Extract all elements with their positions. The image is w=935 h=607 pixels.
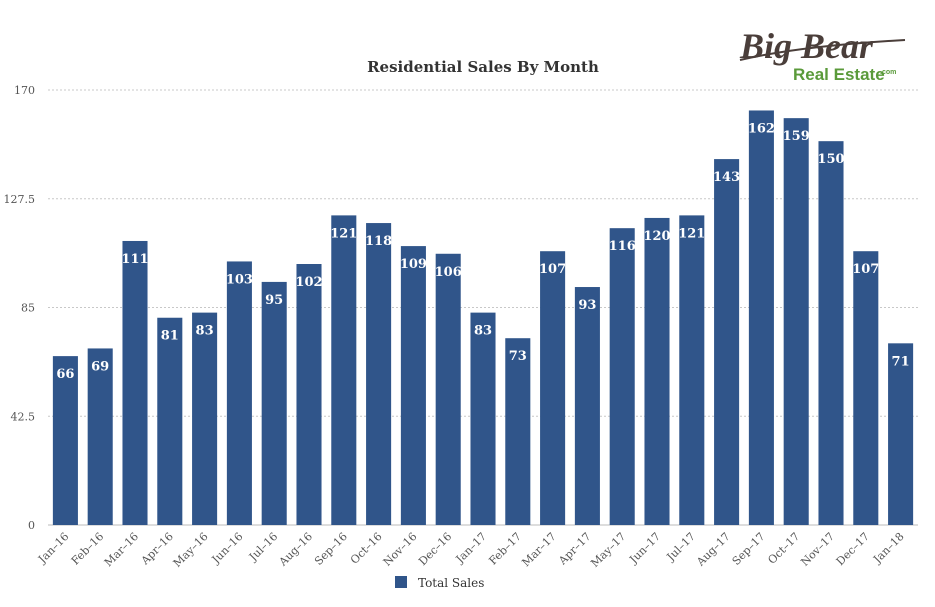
x-tick-label: Jan–16 <box>35 530 71 566</box>
bar[interactable] <box>226 261 252 525</box>
logo-line1: Big Bear <box>739 26 874 66</box>
bar-value-label: 107 <box>852 262 879 277</box>
bar[interactable] <box>157 317 183 525</box>
bar-value-label: 121 <box>330 226 357 241</box>
bar[interactable] <box>122 240 148 525</box>
bar[interactable] <box>644 217 670 526</box>
y-tick-label: 127.5 <box>4 193 36 206</box>
logo-line2: Real Estate <box>793 65 885 84</box>
bar[interactable] <box>714 159 740 525</box>
x-tick-label: Jun–16 <box>209 530 246 567</box>
bar-value-label: 69 <box>91 359 109 374</box>
bar-value-label: 159 <box>783 129 810 144</box>
bar[interactable] <box>366 223 392 525</box>
bar-value-label: 109 <box>400 257 427 272</box>
x-tick-label: May–16 <box>171 530 211 570</box>
bar-value-label: 102 <box>295 275 322 290</box>
bar-value-label: 143 <box>713 170 740 185</box>
x-tick-label: Mar–16 <box>102 530 141 569</box>
bar[interactable] <box>192 312 218 525</box>
x-tick-label: Jan–18 <box>870 530 906 566</box>
x-tick-label: Dec–17 <box>834 530 872 568</box>
x-tick-label: Sep–17 <box>730 530 768 568</box>
bar-value-label: 95 <box>265 293 283 308</box>
bar[interactable] <box>400 246 426 525</box>
x-tick-label: Apr–16 <box>138 530 176 568</box>
bar-value-label: 106 <box>435 265 462 280</box>
x-tick-label: Dec–16 <box>416 530 454 568</box>
bar-value-label: 162 <box>748 121 775 136</box>
x-tick-label: Oct–16 <box>348 530 385 567</box>
company-logo: Big Bear Real Estate .com <box>739 26 906 84</box>
bar-value-label: 83 <box>196 324 214 339</box>
bar[interactable] <box>435 253 461 525</box>
x-tick-label: Feb–17 <box>486 530 524 568</box>
bar-value-label: 93 <box>578 298 596 313</box>
x-tick-label: Feb–16 <box>69 530 107 568</box>
y-axis: 0 42.5 85 127.5 170 <box>4 84 36 532</box>
bar-value-label: 71 <box>892 354 910 369</box>
bar-value-label: 73 <box>509 349 527 364</box>
bar[interactable] <box>540 251 566 526</box>
y-tick-label: 85 <box>21 302 35 315</box>
bar[interactable] <box>783 118 809 525</box>
logo-suffix: .com <box>880 69 896 76</box>
bar[interactable] <box>748 110 774 526</box>
bar-value-label: 81 <box>161 329 179 344</box>
bar[interactable] <box>470 312 496 525</box>
y-tick-label: 42.5 <box>11 410 36 423</box>
x-tick-label: Jun–17 <box>626 530 663 567</box>
bar-value-label: 107 <box>539 262 566 277</box>
bar[interactable] <box>296 264 322 525</box>
y-tick-label: 0 <box>28 519 35 532</box>
bar-value-label: 66 <box>56 367 74 382</box>
bar-value-label: 118 <box>365 234 392 249</box>
bar[interactable] <box>505 338 531 525</box>
x-tick-label: Apr–17 <box>556 530 594 568</box>
bar[interactable] <box>888 343 914 525</box>
bar-value-label: 120 <box>643 229 670 244</box>
bar[interactable] <box>261 281 287 525</box>
x-tick-label: Jul–16 <box>246 530 280 564</box>
bar-value-label: 116 <box>609 239 636 254</box>
bar[interactable] <box>679 215 705 525</box>
chart-title: Residential Sales By Month <box>367 58 599 76</box>
bar-value-label: 103 <box>226 272 253 287</box>
bar[interactable] <box>818 141 844 526</box>
bar-value-label: 150 <box>817 152 844 167</box>
x-tick-label: Jul–17 <box>664 530 698 564</box>
bar[interactable] <box>853 251 879 526</box>
x-tick-label: Oct–17 <box>765 530 802 567</box>
x-tick-label: Aug–16 <box>276 530 315 569</box>
y-tick-label: 170 <box>14 84 35 97</box>
x-tick-label: Nov–16 <box>381 530 420 569</box>
x-tick-label: Nov–17 <box>798 530 837 569</box>
bar-value-label: 111 <box>121 252 148 267</box>
bar[interactable] <box>87 348 113 525</box>
bar[interactable] <box>609 228 635 526</box>
bar[interactable] <box>574 287 600 525</box>
legend-label: Total Sales <box>418 576 484 590</box>
legend[interactable]: Total Sales <box>395 576 484 590</box>
bar[interactable] <box>331 215 357 525</box>
x-tick-label: Aug–17 <box>693 530 732 569</box>
legend-swatch <box>395 576 407 588</box>
x-tick-label: Sep–16 <box>312 530 350 568</box>
bar-value-label: 121 <box>678 226 705 241</box>
bars <box>52 110 914 526</box>
data-labels: 66 69 111 81 83 103 95 102 121 118 109 106 83 73 107 93… <box>56 121 909 382</box>
bar[interactable] <box>52 356 78 525</box>
x-tick-label: May–17 <box>588 530 628 570</box>
x-tick-label: Jan–17 <box>453 530 489 566</box>
x-tick-label: Mar–17 <box>519 530 558 569</box>
bar-value-label: 83 <box>474 324 492 339</box>
